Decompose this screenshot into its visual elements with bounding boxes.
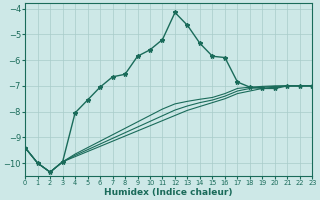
- X-axis label: Humidex (Indice chaleur): Humidex (Indice chaleur): [105, 188, 233, 197]
